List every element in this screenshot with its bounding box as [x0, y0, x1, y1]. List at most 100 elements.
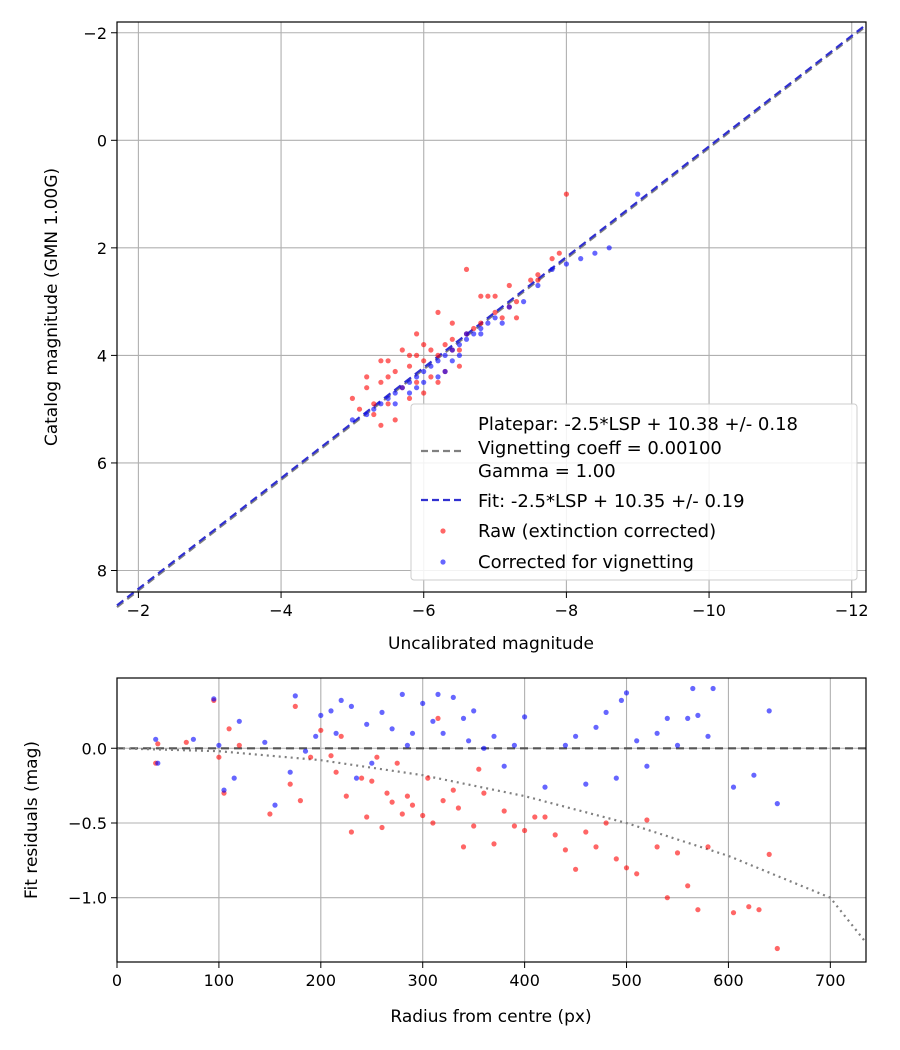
- c2-point-raw: [394, 760, 400, 766]
- c1-point-corrected: [478, 325, 484, 332]
- c2-point-raw: [634, 871, 640, 877]
- c2-point-raw: [603, 820, 609, 826]
- c2-point-corrected: [272, 802, 278, 808]
- c1-point-corrected: [521, 299, 527, 305]
- c2-point-raw: [674, 850, 681, 856]
- c2-point-corrected: [369, 760, 375, 766]
- c2-series-corrected: [153, 685, 780, 808]
- c1-point-corrected: [456, 342, 462, 348]
- c1-xtick-label: −10: [692, 601, 726, 620]
- c2-line-vignetting-model: [116, 747, 867, 944]
- c2-point-raw: [389, 799, 395, 805]
- c2-point-corrected: [664, 715, 670, 722]
- c1-point-corrected: [442, 352, 448, 358]
- c1-point-raw: [499, 315, 505, 321]
- c2-point-corrected: [593, 724, 599, 730]
- c1-point-raw: [399, 347, 405, 353]
- c2-point-raw: [481, 790, 487, 796]
- c2-point-corrected: [774, 801, 780, 807]
- c2-point-raw: [532, 814, 538, 820]
- c2-point-corrected: [318, 712, 324, 719]
- c1-point-raw: [435, 309, 441, 315]
- c2-xtick-label: 400: [509, 971, 540, 990]
- c2-point-raw: [552, 832, 558, 838]
- c2-point-corrected: [236, 718, 242, 724]
- c2-point-corrected: [211, 696, 217, 702]
- c2-point-corrected: [190, 736, 196, 742]
- top-chart-fit-lines: [116, 23, 867, 608]
- c1-point-raw: [378, 358, 384, 364]
- c2-point-corrected: [501, 763, 507, 769]
- c2-point-corrected: [674, 742, 681, 748]
- legend-raw-marker: [440, 528, 446, 534]
- c1-point-raw: [378, 379, 384, 385]
- c2-point-raw: [348, 829, 354, 835]
- c1-point-corrected: [499, 320, 505, 326]
- c1-point-corrected: [449, 358, 455, 364]
- bottom-chart-xlabel: Radius from centre (px): [390, 1007, 591, 1027]
- c1-ytick-label: 4: [97, 346, 107, 365]
- c2-point-corrected: [338, 697, 344, 704]
- c2-point-corrected: [333, 730, 339, 736]
- bottom-chart-grid: [116, 678, 866, 962]
- c1-point-raw: [449, 320, 455, 326]
- c1-point-corrected: [471, 331, 477, 337]
- c1-point-raw: [513, 315, 520, 321]
- c2-point-raw: [287, 781, 293, 787]
- c2-point-raw: [593, 844, 599, 850]
- c2-point-raw: [384, 790, 390, 796]
- c1-ytick-label: 0: [97, 131, 107, 150]
- c2-point-corrected: [313, 733, 319, 739]
- c2-point-raw: [155, 741, 161, 747]
- c2-point-corrected: [603, 709, 609, 716]
- c1-series-raw: [349, 191, 570, 428]
- c2-point-raw: [613, 856, 619, 862]
- c1-point-raw: [421, 358, 427, 364]
- c2-point-corrected: [302, 748, 309, 754]
- c2-point-corrected: [618, 697, 625, 704]
- c2-point-corrected: [471, 708, 477, 714]
- c2-point-corrected: [155, 760, 161, 766]
- c1-point-raw: [428, 374, 434, 380]
- legend-corrected-label: Corrected for vignetting: [478, 552, 694, 573]
- c2-point-corrected: [221, 787, 227, 793]
- c1-point-corrected: [463, 331, 470, 337]
- c1-point-corrected: [421, 379, 427, 385]
- c1-point-raw: [513, 299, 520, 305]
- c2-point-raw: [562, 847, 569, 853]
- c2-point-corrected: [491, 733, 497, 739]
- c2-point-raw: [430, 820, 436, 826]
- c2-point-raw: [374, 754, 380, 760]
- c1-xtick-label: −8: [555, 601, 579, 620]
- c2-point-raw: [183, 739, 189, 745]
- c1-point-raw: [471, 325, 477, 332]
- c2-point-raw: [476, 766, 482, 772]
- c1-point-raw: [435, 379, 441, 385]
- c1-point-corrected: [492, 315, 498, 321]
- c2-point-corrected: [562, 742, 569, 748]
- c2-point-raw: [399, 811, 405, 817]
- c2-point-raw: [542, 814, 548, 820]
- c1-point-corrected: [463, 336, 470, 342]
- c1-point-corrected: [385, 395, 391, 401]
- c2-point-corrected: [695, 712, 701, 719]
- c1-point-raw: [371, 401, 377, 407]
- legend-raw-label: Raw (extinction corrected): [478, 521, 716, 542]
- c2-point-corrected: [511, 742, 517, 748]
- c2-xtick-label: 600: [713, 971, 744, 990]
- c2-point-corrected: [409, 730, 416, 736]
- c1-point-corrected: [371, 406, 377, 412]
- c2-ytick-label: −1.0: [68, 889, 107, 908]
- c2-point-corrected: [450, 694, 456, 701]
- c1-point-raw: [492, 309, 498, 315]
- c2-point-corrected: [216, 742, 222, 748]
- c2-point-raw: [623, 865, 630, 871]
- c2-ytick-label: −0.5: [68, 814, 107, 833]
- c2-point-corrected: [153, 736, 159, 742]
- c2-point-raw: [511, 823, 517, 829]
- bottom-chart-lines: [116, 747, 867, 944]
- c2-point-raw: [292, 703, 298, 710]
- c1-point-corrected: [414, 385, 420, 391]
- c2-point-raw: [435, 715, 441, 722]
- c1-point-corrected: [478, 331, 484, 337]
